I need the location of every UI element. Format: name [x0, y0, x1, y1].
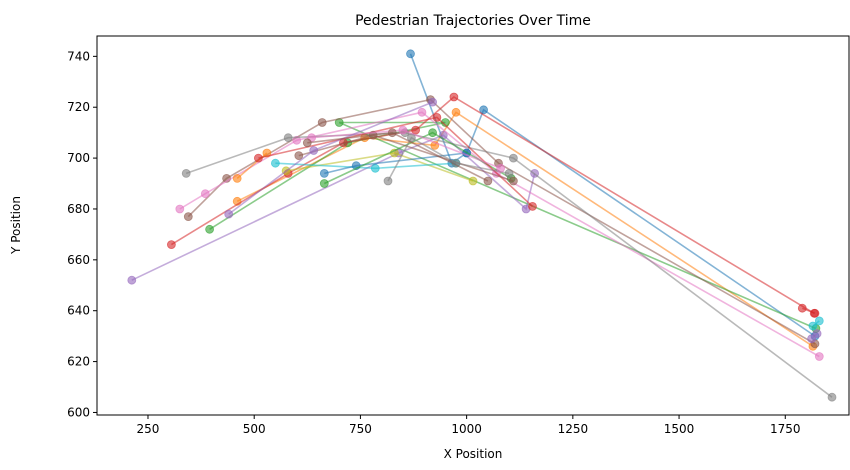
trajectory-20: [797, 303, 820, 318]
trajectory-point: [370, 163, 380, 173]
x-tick-label: 1250: [558, 422, 589, 436]
series-layer: [127, 49, 837, 402]
trajectory-22: [807, 329, 822, 344]
trajectory-point: [504, 168, 514, 178]
trajectory-point: [319, 168, 329, 178]
trajectory-point: [428, 97, 438, 107]
trajectory-point: [294, 151, 304, 161]
trajectory-17: [307, 125, 506, 173]
trajectory-point: [432, 113, 442, 122]
trajectory-point: [528, 201, 537, 211]
trajectory-point: [253, 153, 263, 163]
trajectory-point: [810, 308, 820, 318]
y-axis: 600 620 640 660 680 700 720 740: [67, 49, 97, 419]
x-tick-label: 250: [137, 422, 160, 436]
trajectory-point: [270, 158, 280, 168]
trajectory-point: [411, 125, 421, 135]
trajectory-point: [127, 275, 137, 285]
trajectory-point: [383, 176, 393, 186]
x-tick-label: 1750: [770, 422, 801, 436]
trajectory-point: [509, 176, 518, 186]
trajectory-point: [468, 176, 478, 186]
y-tick-label: 620: [67, 355, 90, 369]
trajectory-point: [827, 392, 837, 402]
trajectory-point: [166, 240, 176, 250]
trajectory-point: [175, 204, 185, 214]
y-tick-label: 640: [67, 304, 90, 318]
trajectory-18: [224, 97, 438, 219]
trajectory-point: [483, 176, 493, 186]
y-tick-label: 720: [67, 100, 90, 114]
trajectory-point: [183, 212, 193, 222]
y-tick-label: 660: [67, 253, 90, 267]
trajectory-21: [808, 316, 824, 331]
y-axis-label: Y Position: [9, 196, 23, 255]
trajectory-point: [812, 329, 822, 339]
trajectory-19: [302, 128, 493, 186]
trajectory-point: [398, 125, 408, 135]
trajectory-point: [283, 133, 293, 143]
x-tick-label: 1000: [451, 422, 482, 436]
trajectory-line: [387, 136, 510, 182]
x-axis-label: X Position: [444, 447, 503, 461]
trajectory-point: [292, 135, 302, 145]
trajectory-point: [406, 49, 415, 59]
trajectory-point: [479, 105, 489, 115]
trajectory-point: [797, 303, 807, 313]
trajectory-point: [808, 321, 818, 331]
trajectory-point: [317, 118, 327, 127]
y-tick-label: 600: [67, 405, 90, 419]
trajectory-16: [383, 133, 514, 186]
x-tick-label: 1500: [664, 422, 695, 436]
y-tick-label: 700: [67, 151, 90, 165]
trajectory-point: [319, 179, 329, 188]
y-tick-label: 680: [67, 202, 90, 216]
plot-frame: [96, 35, 850, 416]
trajectory-point: [509, 153, 518, 163]
x-axis: 250 500 750 1000 1250 1500 1750: [137, 415, 801, 436]
trajectory-line: [179, 111, 820, 358]
trajectory-point: [200, 189, 210, 199]
trajectory-point: [387, 128, 397, 138]
trajectory-point: [451, 107, 461, 117]
x-tick-label: 500: [243, 422, 266, 436]
trajectory-point: [224, 209, 234, 219]
trajectory-point: [449, 92, 459, 102]
trajectory-point: [181, 168, 191, 178]
trajectory-point: [496, 163, 506, 173]
trajectory-point: [428, 128, 438, 138]
trajectory-point: [302, 138, 312, 148]
trajectory-point: [807, 334, 816, 344]
trajectory-point: [814, 352, 824, 361]
x-tick-label: 750: [349, 422, 372, 436]
trajectory-point: [205, 224, 215, 234]
trajectory-point: [309, 146, 319, 155]
y-tick-label: 740: [67, 49, 90, 63]
chart-title: Pedestrian Trajectories Over Time: [355, 13, 591, 29]
trajectory-point: [232, 173, 242, 183]
trajectory-point: [814, 316, 824, 326]
trajectory-point: [417, 107, 427, 117]
